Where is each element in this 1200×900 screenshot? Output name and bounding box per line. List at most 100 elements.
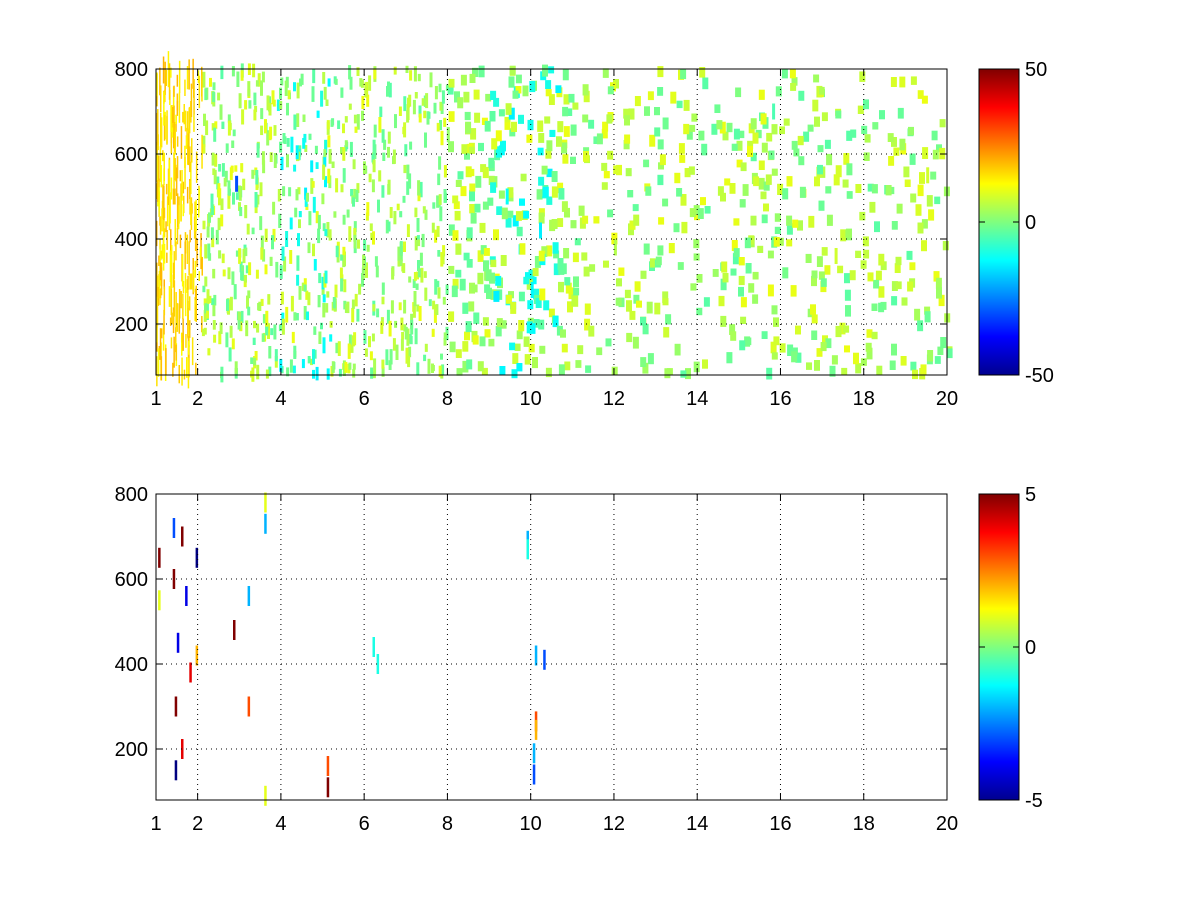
heatmap-cell bbox=[310, 358, 313, 366]
heatmap-cell bbox=[740, 316, 747, 324]
heatmap-cell bbox=[700, 197, 706, 206]
heatmap-cell bbox=[305, 203, 309, 210]
heatmap-cell bbox=[216, 176, 220, 190]
heatmap-cell bbox=[159, 238, 161, 250]
heatmap-cell bbox=[853, 352, 859, 365]
heatmap-cell bbox=[393, 211, 397, 225]
heatmap-cell bbox=[279, 358, 283, 372]
heatmap-cell bbox=[415, 283, 419, 290]
heatmap-cell bbox=[161, 200, 164, 219]
heatmap-cell bbox=[920, 364, 927, 376]
heatmap-cell bbox=[413, 272, 417, 281]
heatmap-cell bbox=[178, 60, 181, 94]
heatmap-cell bbox=[874, 221, 880, 233]
heatmap-cell bbox=[552, 242, 559, 254]
heatmap-cell bbox=[164, 61, 166, 95]
heatmap-cell bbox=[257, 73, 261, 87]
heatmap-cell bbox=[221, 163, 225, 177]
heatmap-cell bbox=[878, 302, 885, 313]
heatmap-cell bbox=[416, 362, 420, 376]
heatmap-cell bbox=[647, 91, 654, 101]
heatmap-cell bbox=[185, 135, 188, 149]
heatmap-cell bbox=[184, 287, 187, 317]
heatmap-cell bbox=[508, 76, 515, 88]
heatmap-cell bbox=[512, 90, 519, 99]
heatmap-cell bbox=[568, 93, 575, 103]
heatmap-cell bbox=[455, 179, 462, 187]
heatmap-cell bbox=[825, 338, 832, 349]
heatmap-cell bbox=[491, 138, 498, 150]
heatmap-cell bbox=[173, 121, 176, 152]
heatmap-cell bbox=[156, 356, 158, 387]
heatmap-cell bbox=[229, 325, 233, 338]
heatmap-cell bbox=[173, 336, 175, 368]
heatmap-cell bbox=[170, 132, 173, 154]
heatmap-cell bbox=[417, 260, 420, 271]
heatmap-cell bbox=[383, 139, 387, 150]
heatmap-cell bbox=[156, 183, 158, 199]
heatmap-cell bbox=[159, 146, 162, 182]
heatmap-cell bbox=[293, 345, 297, 359]
heatmap-cell bbox=[187, 275, 189, 290]
heatmap-cell bbox=[465, 321, 472, 333]
heatmap-cell bbox=[166, 252, 168, 263]
heatmap-cell bbox=[386, 309, 390, 324]
heatmap-cell bbox=[387, 146, 390, 158]
x-tick-label: 10 bbox=[520, 388, 542, 410]
heatmap-cell bbox=[219, 104, 223, 120]
heatmap-cell bbox=[588, 119, 595, 129]
x-tick-label: 18 bbox=[853, 388, 875, 410]
heatmap-cell bbox=[181, 357, 183, 386]
heatmap-cell bbox=[922, 147, 929, 159]
heatmap-cell bbox=[214, 153, 218, 167]
heatmap-cell bbox=[523, 336, 530, 347]
heatmap-cell bbox=[495, 275, 502, 286]
heatmap-cell bbox=[538, 212, 545, 224]
heatmap-cell bbox=[295, 145, 299, 160]
heatmap-cell bbox=[563, 248, 570, 259]
heatmap-cell bbox=[846, 130, 853, 141]
heatmap-cell bbox=[539, 345, 546, 354]
heatmap-cell bbox=[223, 177, 227, 187]
heatmap-cell bbox=[553, 250, 560, 259]
heatmap-cell bbox=[490, 259, 497, 268]
heatmap-cell bbox=[166, 196, 169, 227]
heatmap-cell bbox=[745, 263, 752, 274]
x-tick-label: 14 bbox=[686, 813, 708, 835]
heatmap-cell bbox=[904, 179, 911, 187]
heatmap-cell bbox=[729, 324, 736, 335]
heatmap-cell bbox=[221, 121, 225, 129]
heatmap-cell bbox=[545, 80, 552, 89]
heatmap-cell bbox=[910, 361, 917, 371]
heatmap-cell bbox=[159, 67, 161, 96]
heatmap-cell bbox=[281, 318, 285, 335]
heatmap-cell bbox=[221, 253, 225, 264]
heatmap-cell bbox=[348, 362, 352, 370]
heatmap-cell bbox=[758, 160, 765, 170]
heatmap-cell bbox=[845, 305, 851, 317]
heatmap-cell bbox=[441, 364, 445, 375]
heatmap-cell bbox=[739, 340, 746, 351]
heatmap-cell bbox=[262, 249, 266, 262]
heatmap-cell bbox=[479, 336, 486, 347]
heatmap-cell bbox=[679, 154, 686, 163]
heatmap-cell bbox=[771, 124, 778, 135]
heatmap-cell bbox=[361, 95, 365, 110]
heatmap-cell bbox=[291, 331, 295, 344]
heatmap-cell bbox=[187, 357, 190, 389]
heatmap-cell bbox=[247, 306, 251, 316]
heatmap-cell bbox=[295, 313, 299, 321]
heatmap-cell bbox=[465, 121, 472, 134]
x-tick-label: 6 bbox=[359, 388, 370, 410]
heatmap-cell bbox=[859, 71, 866, 82]
heatmap-cell bbox=[496, 206, 503, 215]
y-tick-label: 600 bbox=[115, 569, 148, 591]
heatmap-cell bbox=[392, 149, 396, 164]
heatmap-cell bbox=[548, 66, 555, 74]
heatmap-cell bbox=[225, 332, 229, 348]
heatmap-cell bbox=[176, 303, 179, 332]
heatmap-cell bbox=[231, 271, 235, 285]
heatmap-cell bbox=[688, 166, 695, 175]
heatmap-cell bbox=[286, 138, 290, 147]
heatmap-cell bbox=[516, 363, 523, 372]
